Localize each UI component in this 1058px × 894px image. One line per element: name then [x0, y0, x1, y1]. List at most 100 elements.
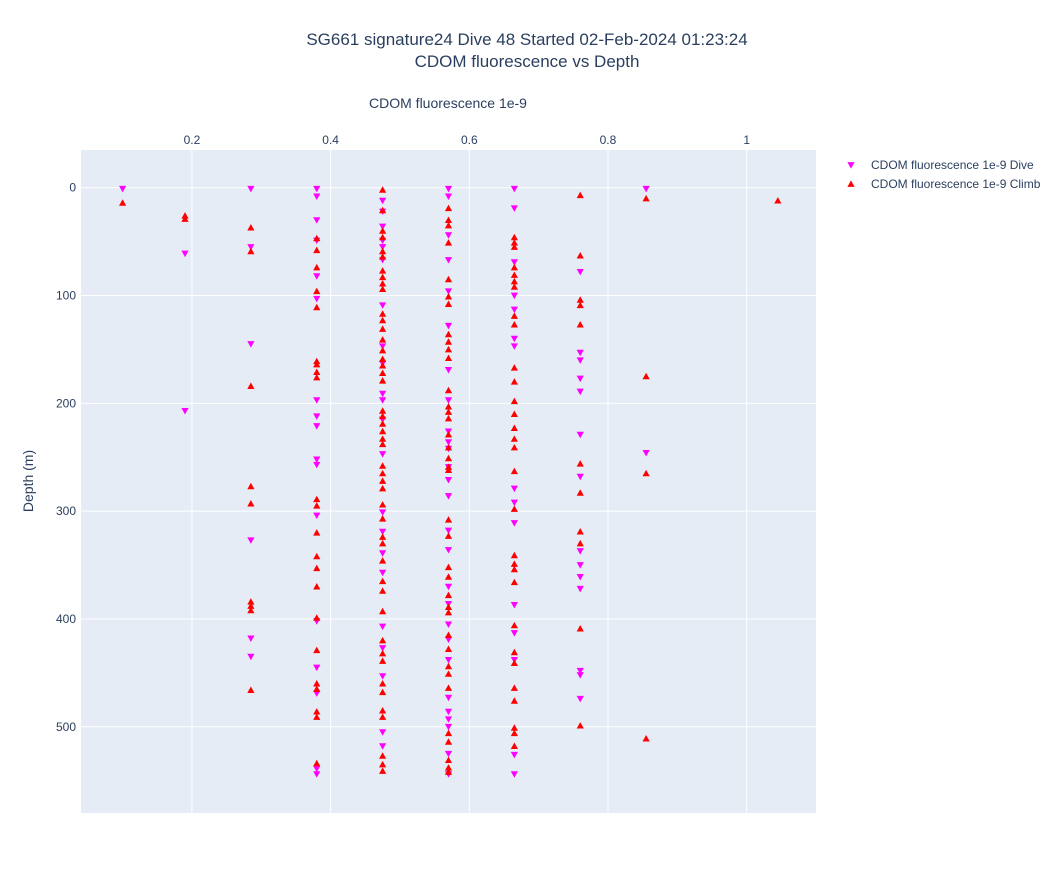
data-point — [379, 469, 387, 477]
data-point — [379, 760, 387, 768]
series-climb — [119, 186, 782, 775]
data-point — [313, 685, 321, 692]
data-point — [379, 247, 387, 255]
data-point — [444, 764, 453, 771]
data-point — [444, 443, 453, 451]
data-point — [247, 606, 255, 614]
data-point — [379, 528, 387, 536]
data-point — [444, 756, 453, 764]
data-point — [379, 197, 387, 205]
y-tick-label: 200 — [56, 396, 76, 410]
data-point — [313, 263, 321, 271]
x-tick-label: 0.8 — [600, 133, 617, 147]
data-point — [313, 502, 321, 509]
data-point — [313, 234, 321, 242]
data-point — [247, 244, 255, 251]
data-point — [510, 771, 518, 778]
data-point — [444, 204, 453, 212]
data-point — [576, 191, 584, 199]
data-point — [313, 771, 321, 778]
data-point — [642, 194, 650, 202]
data-point — [379, 484, 387, 492]
y-tick-label: 300 — [56, 504, 76, 518]
data-point — [313, 397, 321, 404]
data-point — [313, 456, 321, 463]
legend[interactable]: CDOM fluorescence 1e-9 Dive CDOM fluoresc… — [847, 158, 1041, 191]
data-point — [313, 713, 321, 720]
data-point — [379, 302, 387, 309]
data-point — [444, 439, 453, 446]
data-point — [510, 312, 518, 319]
data-point — [576, 473, 584, 481]
legend-item[interactable]: CDOM fluorescence 1e-9 Dive — [847, 158, 1034, 172]
data-point — [379, 273, 387, 281]
data-point — [576, 321, 584, 328]
data-point — [247, 224, 255, 231]
data-point — [379, 267, 387, 274]
data-point — [313, 217, 321, 224]
data-point — [444, 768, 453, 775]
data-point — [444, 322, 453, 330]
data-point — [313, 708, 321, 715]
data-point — [379, 462, 387, 469]
data-point — [444, 386, 453, 394]
data-point — [576, 489, 584, 496]
data-point — [576, 562, 584, 569]
data-point — [642, 469, 650, 477]
data-point — [379, 397, 387, 404]
data-point — [510, 435, 518, 442]
data-point — [576, 431, 584, 439]
data-point — [444, 621, 453, 628]
data-point — [444, 345, 453, 353]
chart-subtitle: CDOM fluorescence vs Depth — [415, 52, 640, 71]
x-tick-label: 0.6 — [461, 133, 478, 147]
data-point — [444, 583, 453, 591]
data-point — [379, 673, 387, 680]
x-tick-label: 0.4 — [322, 133, 339, 147]
data-point — [313, 461, 321, 469]
data-point — [313, 273, 321, 280]
data-point — [510, 233, 518, 241]
data-point — [510, 751, 518, 759]
data-point — [510, 724, 518, 731]
data-point — [247, 537, 255, 544]
data-point — [510, 648, 518, 656]
y-axis-title: Depth (m) — [20, 450, 36, 512]
data-point — [313, 495, 321, 503]
data-point — [510, 263, 518, 271]
legend-label: CDOM fluorescence 1e-9 Dive — [871, 158, 1034, 172]
data-point — [379, 752, 387, 759]
data-point — [379, 501, 387, 508]
data-point — [379, 657, 387, 664]
data-point — [247, 482, 255, 490]
data-point — [444, 293, 453, 300]
data-point — [119, 199, 127, 206]
data-point — [576, 296, 584, 303]
data-point — [642, 735, 650, 742]
data-point — [510, 397, 518, 405]
data-point — [444, 708, 453, 716]
data-point — [247, 500, 255, 507]
x-axis-ticks: 0.2 0.4 0.6 0.8 1 — [184, 133, 751, 147]
data-point — [444, 300, 453, 308]
data-point — [379, 688, 387, 696]
data-point — [576, 388, 584, 396]
data-point — [774, 197, 782, 204]
data-point — [379, 680, 387, 687]
data-point — [576, 357, 584, 364]
data-point — [379, 316, 387, 324]
data-point — [444, 402, 453, 410]
data-point — [444, 684, 453, 691]
data-point — [510, 621, 518, 629]
legend-marker — [847, 162, 855, 169]
data-point — [510, 630, 518, 637]
legend-marker — [847, 180, 855, 187]
legend-item[interactable]: CDOM fluorescence 1e-9 Climb — [847, 177, 1041, 191]
data-point — [444, 397, 453, 404]
data-point — [510, 321, 518, 328]
data-point — [444, 563, 453, 571]
data-point — [444, 603, 453, 610]
data-point — [313, 287, 321, 295]
data-point — [444, 645, 453, 653]
